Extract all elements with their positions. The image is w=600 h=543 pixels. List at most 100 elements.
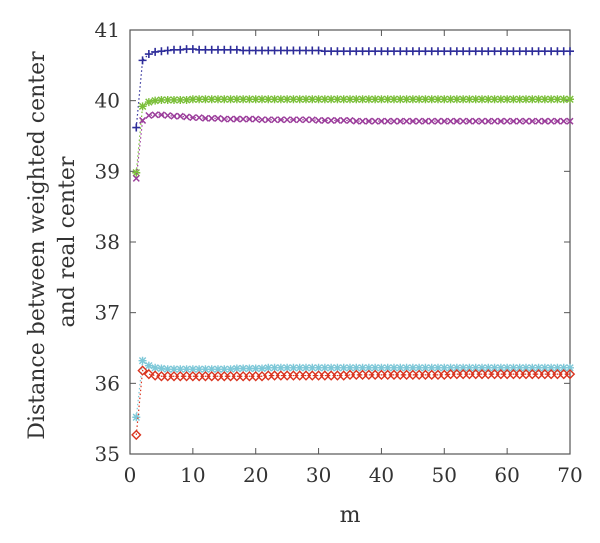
data-point	[459, 117, 467, 125]
data-point	[472, 117, 480, 125]
data-point	[509, 117, 517, 125]
data-point	[182, 95, 191, 104]
data-point	[390, 117, 398, 125]
data-point	[434, 95, 442, 104]
data-point	[157, 111, 165, 119]
data-point	[471, 363, 480, 372]
data-point	[559, 95, 568, 104]
data-point	[302, 363, 310, 372]
data-point	[446, 363, 455, 372]
data-point	[421, 363, 430, 372]
data-point	[245, 364, 254, 373]
data-point	[484, 95, 493, 104]
y-tick-label: 37	[95, 301, 120, 325]
data-point	[183, 113, 191, 121]
data-point	[396, 363, 405, 372]
y-axis-label-line-1: Distance between weighted center	[25, 51, 50, 440]
x-tick-label: 30	[306, 463, 331, 487]
data-point	[515, 95, 524, 104]
data-point	[258, 95, 266, 104]
data-point	[478, 95, 486, 104]
data-point	[522, 95, 530, 104]
data-point	[308, 95, 317, 104]
data-point	[289, 116, 297, 124]
data-point	[226, 95, 235, 104]
data-point	[176, 95, 185, 104]
data-point	[296, 116, 304, 124]
data-point	[214, 365, 222, 374]
series-3	[132, 111, 574, 182]
data-point	[149, 370, 161, 381]
data-point	[560, 117, 568, 125]
data-point	[295, 95, 304, 104]
data-point	[277, 116, 285, 124]
data-point	[176, 365, 185, 374]
series-line	[135, 369, 570, 435]
data-point	[364, 363, 373, 372]
data-point	[528, 95, 537, 104]
data-point	[359, 117, 367, 125]
data-point	[132, 123, 141, 132]
x-axis-ticks: 0 10 20 30 40 50 60 70	[124, 30, 583, 487]
data-point	[232, 95, 241, 104]
data-point	[189, 114, 197, 122]
data-point	[383, 95, 392, 104]
y-tick-label: 36	[95, 371, 120, 395]
data-point	[239, 95, 248, 104]
data-point	[308, 363, 317, 372]
data-point	[239, 115, 247, 123]
data-point	[333, 116, 341, 124]
series-1	[132, 45, 574, 132]
data-point	[339, 363, 348, 372]
data-point	[270, 363, 279, 372]
y-tick-label: 41	[95, 18, 120, 42]
data-point	[346, 95, 354, 104]
data-point	[132, 168, 141, 177]
data-point	[214, 95, 222, 104]
data-point	[176, 112, 184, 120]
data-point	[553, 95, 562, 104]
data-point	[144, 361, 153, 370]
data-point	[564, 368, 576, 380]
data-point	[440, 117, 448, 125]
data-point	[528, 363, 537, 372]
data-point	[478, 117, 486, 125]
data-point	[170, 95, 178, 104]
data-point	[283, 363, 292, 372]
data-point	[415, 363, 424, 372]
data-point	[207, 95, 216, 104]
data-point	[496, 363, 505, 372]
x-tick-label: 0	[124, 463, 137, 487]
data-point	[427, 363, 436, 372]
data-point	[314, 363, 323, 372]
data-point	[239, 364, 248, 373]
data-point	[371, 117, 379, 125]
x-axis-label: m	[340, 503, 361, 528]
data-point	[384, 117, 392, 125]
y-axis-label: Distance between weighted center and rea…	[25, 44, 80, 439]
data-point	[138, 102, 147, 111]
data-point	[245, 95, 254, 104]
data-point	[402, 363, 411, 372]
data-point	[547, 95, 556, 104]
series-2	[132, 95, 574, 177]
data-point	[151, 96, 160, 105]
data-point	[358, 363, 367, 372]
data-point	[327, 95, 336, 104]
data-point	[151, 363, 160, 372]
data-point	[276, 363, 285, 372]
x-tick-label: 40	[369, 463, 394, 487]
data-point	[377, 363, 386, 372]
data-point	[220, 115, 228, 123]
data-point	[490, 363, 499, 372]
data-point	[452, 95, 461, 104]
data-point	[138, 356, 147, 365]
data-point	[264, 363, 273, 372]
data-point	[553, 117, 561, 125]
data-point	[227, 115, 235, 123]
data-point	[251, 364, 260, 373]
data-point	[503, 117, 511, 125]
data-point	[207, 365, 216, 374]
y-tick-label: 40	[95, 89, 120, 113]
data-point	[358, 95, 367, 104]
